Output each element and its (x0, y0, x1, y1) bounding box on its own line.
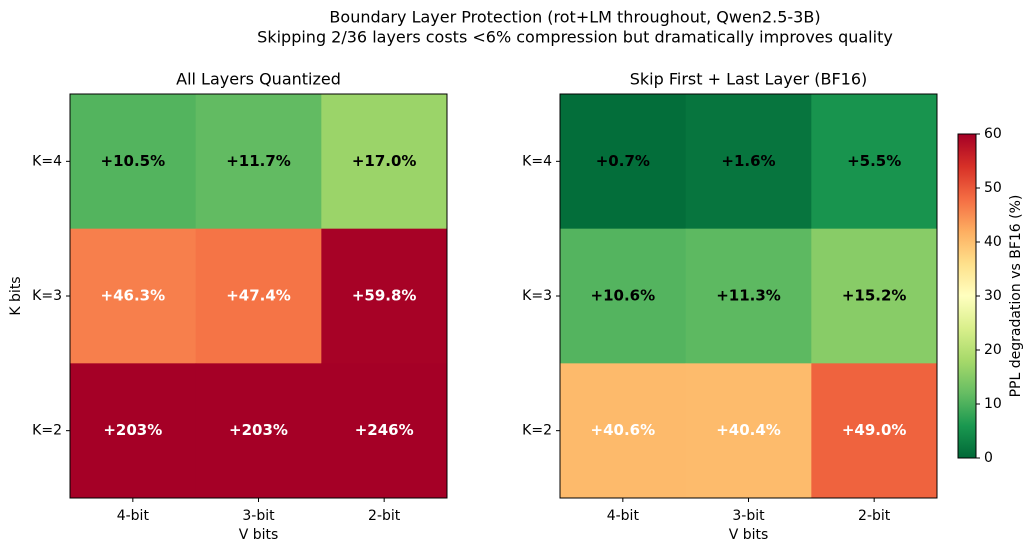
heatmap-cell (321, 228, 448, 364)
colorbar-tick-label: 10 (984, 396, 1002, 412)
x-tick-label: 4-bit (117, 508, 150, 524)
colorbar-tick-label: 20 (984, 342, 1002, 358)
y-tick-label: K=4 (522, 153, 552, 169)
colorbar-tick-label: 30 (984, 288, 1002, 304)
heatmap-cell (560, 228, 687, 364)
cell-label: +17.0% (352, 152, 417, 170)
heatmap-cell (811, 363, 938, 499)
heatmap-cell (321, 363, 448, 499)
heatmap-cell (811, 94, 938, 230)
y-axis-label: K bits (8, 276, 24, 315)
y-tick-label: K=2 (32, 423, 62, 439)
cell-label: +11.3% (716, 287, 781, 305)
x-axis-label: V bits (239, 527, 279, 543)
subplot-title: All Layers Quantized (176, 70, 341, 89)
y-tick-label: K=3 (32, 288, 62, 304)
cell-label: +5.5% (847, 152, 901, 170)
cell-label: +40.6% (591, 421, 656, 439)
cell-label: +59.8% (352, 287, 417, 305)
y-tick-label: K=2 (522, 423, 552, 439)
heatmap-cell (560, 94, 687, 230)
chart-title: Boundary Layer Protection (rot+LM throug… (329, 8, 820, 27)
cell-label: +49.0% (842, 421, 907, 439)
heatmap-cell (321, 94, 448, 230)
heatmap-cell (195, 363, 322, 499)
y-tick-label: K=3 (522, 288, 552, 304)
cell-label: +40.4% (716, 421, 781, 439)
colorbar-tick-label: 60 (984, 126, 1002, 142)
heatmap-cell (70, 228, 197, 364)
x-tick-label: 2-bit (858, 508, 891, 524)
cell-label: +1.6% (721, 152, 775, 170)
cell-label: +246% (355, 421, 414, 439)
y-tick-label: K=4 (32, 153, 62, 169)
heatmap-cell (195, 228, 322, 364)
heatmap-cell (195, 94, 322, 230)
x-tick-label: 3-bit (242, 508, 275, 524)
colorbar-tick-label: 50 (984, 180, 1002, 196)
cell-label: +203% (103, 421, 162, 439)
cell-label: +203% (229, 421, 288, 439)
chart-subtitle: Skipping 2/36 layers costs <6% compressi… (257, 28, 893, 47)
heatmap-cell (685, 363, 812, 499)
x-tick-label: 3-bit (732, 508, 765, 524)
cell-label: +46.3% (101, 287, 166, 305)
subplot-title: Skip First + Last Layer (BF16) (630, 70, 868, 89)
heatmap-cell (560, 363, 687, 499)
x-tick-label: 2-bit (368, 508, 401, 524)
cell-label: +10.6% (591, 287, 656, 305)
colorbar (957, 133, 977, 459)
colorbar-tick-label: 0 (984, 450, 993, 466)
cell-label: +11.7% (226, 152, 291, 170)
cell-label: +10.5% (101, 152, 166, 170)
x-tick-label: 4-bit (607, 508, 640, 524)
heatmap-cell (685, 94, 812, 230)
cell-label: +47.4% (226, 287, 291, 305)
heatmap-cell (811, 228, 938, 364)
colorbar-label: PPL degradation vs BF16 (%) (1008, 195, 1024, 398)
cell-label: +0.7% (596, 152, 650, 170)
x-axis-label: V bits (729, 527, 769, 543)
cell-label: +15.2% (842, 287, 907, 305)
heatmap-cell (685, 228, 812, 364)
heatmap-cell (70, 94, 197, 230)
colorbar-tick-label: 40 (984, 234, 1002, 250)
heatmap-cell (70, 363, 197, 499)
